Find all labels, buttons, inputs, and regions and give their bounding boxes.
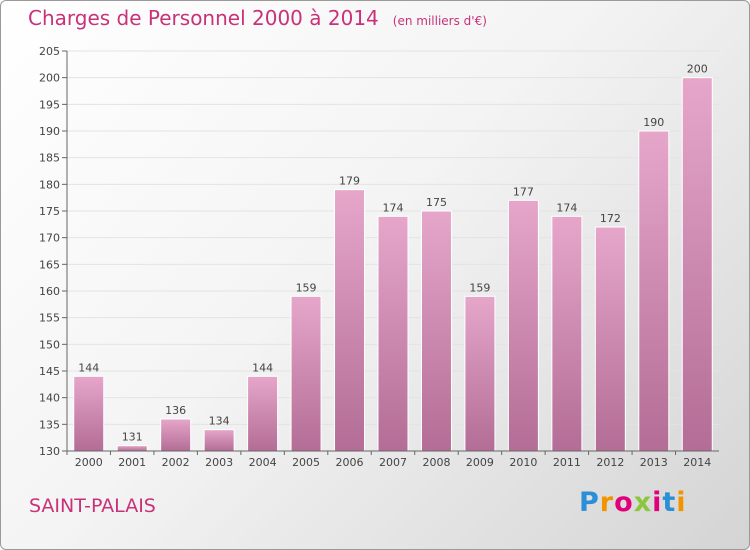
- bar-value-label: 131: [122, 431, 143, 444]
- y-tick-label: 200: [39, 72, 60, 85]
- x-tick-label: 2010: [509, 456, 537, 469]
- x-tick-label: 2005: [292, 456, 320, 469]
- y-tick-label: 160: [39, 285, 60, 298]
- bar-value-label: 134: [209, 415, 230, 428]
- y-tick-label: 170: [39, 232, 60, 245]
- y-tick-label: 205: [39, 45, 60, 58]
- bars: 144 131 136 134 144 159 179 174 175 159 177 174 172 1…: [73, 63, 713, 452]
- bar: [334, 189, 366, 452]
- bar: [507, 199, 539, 452]
- bar: [160, 418, 192, 452]
- y-tick-label: 140: [39, 392, 60, 405]
- x-tick-label: 2006: [336, 456, 364, 469]
- y-tick-label: 195: [39, 98, 60, 111]
- x-tick-label: 2000: [75, 456, 103, 469]
- bar: [290, 295, 322, 452]
- x-tick-label: 2004: [249, 456, 277, 469]
- x-tick-label: 2007: [379, 456, 407, 469]
- y-tick-label: 135: [39, 418, 60, 431]
- chart-title-main: Charges de Personnel 2000 à 2014: [28, 6, 379, 30]
- y-tick-label: 130: [39, 445, 60, 458]
- y-tick-label: 175: [39, 205, 60, 218]
- bar: [247, 375, 279, 452]
- x-tick-label: 2011: [553, 456, 581, 469]
- x-tick-label: 2009: [466, 456, 494, 469]
- x-tick-label: 2014: [683, 456, 711, 469]
- bar: [116, 445, 148, 452]
- bar-value-label: 200: [687, 63, 708, 76]
- bar: [377, 215, 409, 452]
- y-tick-label: 180: [39, 178, 60, 191]
- y-tick-label: 145: [39, 365, 60, 378]
- y-tick-label: 155: [39, 312, 60, 325]
- y-tick-label: 190: [39, 125, 60, 138]
- x-tick-label: 2001: [118, 456, 146, 469]
- bar-value-label: 179: [339, 175, 360, 188]
- chart-subtitle: (en milliers d'€): [392, 14, 487, 28]
- x-tick-label: 2008: [422, 456, 450, 469]
- bar: [681, 77, 713, 452]
- x-tick-label: 2003: [205, 456, 233, 469]
- y-tick-label: 165: [39, 258, 60, 271]
- bar: [464, 295, 496, 452]
- bar-value-label: 172: [600, 212, 621, 225]
- bar-value-label: 144: [78, 361, 99, 374]
- bar: [638, 130, 670, 452]
- x-tick-label: 2002: [162, 456, 190, 469]
- x-tick-label: 2013: [640, 456, 668, 469]
- town-name: SAINT-PALAIS: [29, 495, 156, 517]
- bar-value-label: 177: [513, 185, 534, 198]
- bar-value-label: 136: [165, 404, 186, 417]
- y-tick-label: 185: [39, 152, 60, 165]
- bar-value-label: 159: [296, 281, 317, 294]
- bar-value-label: 175: [426, 196, 447, 209]
- bar: [420, 210, 452, 452]
- x-tick-label: 2012: [596, 456, 624, 469]
- proxiti-logo: Proxiti: [579, 487, 687, 518]
- bar-value-label: 144: [252, 361, 273, 374]
- bar: [594, 226, 626, 452]
- bar-value-label: 159: [469, 281, 490, 294]
- y-tick-label: 150: [39, 338, 60, 351]
- bar: [73, 375, 105, 452]
- bar-value-label: 174: [383, 201, 404, 214]
- bar: [551, 215, 583, 452]
- bar: [203, 429, 235, 452]
- bar-value-label: 190: [643, 116, 664, 129]
- chart-title: Charges de Personnel 2000 à 2014 (en mill…: [28, 6, 487, 30]
- axes: 1301351401451501551601651701751801851901…: [39, 45, 719, 469]
- bar-value-label: 174: [556, 201, 577, 214]
